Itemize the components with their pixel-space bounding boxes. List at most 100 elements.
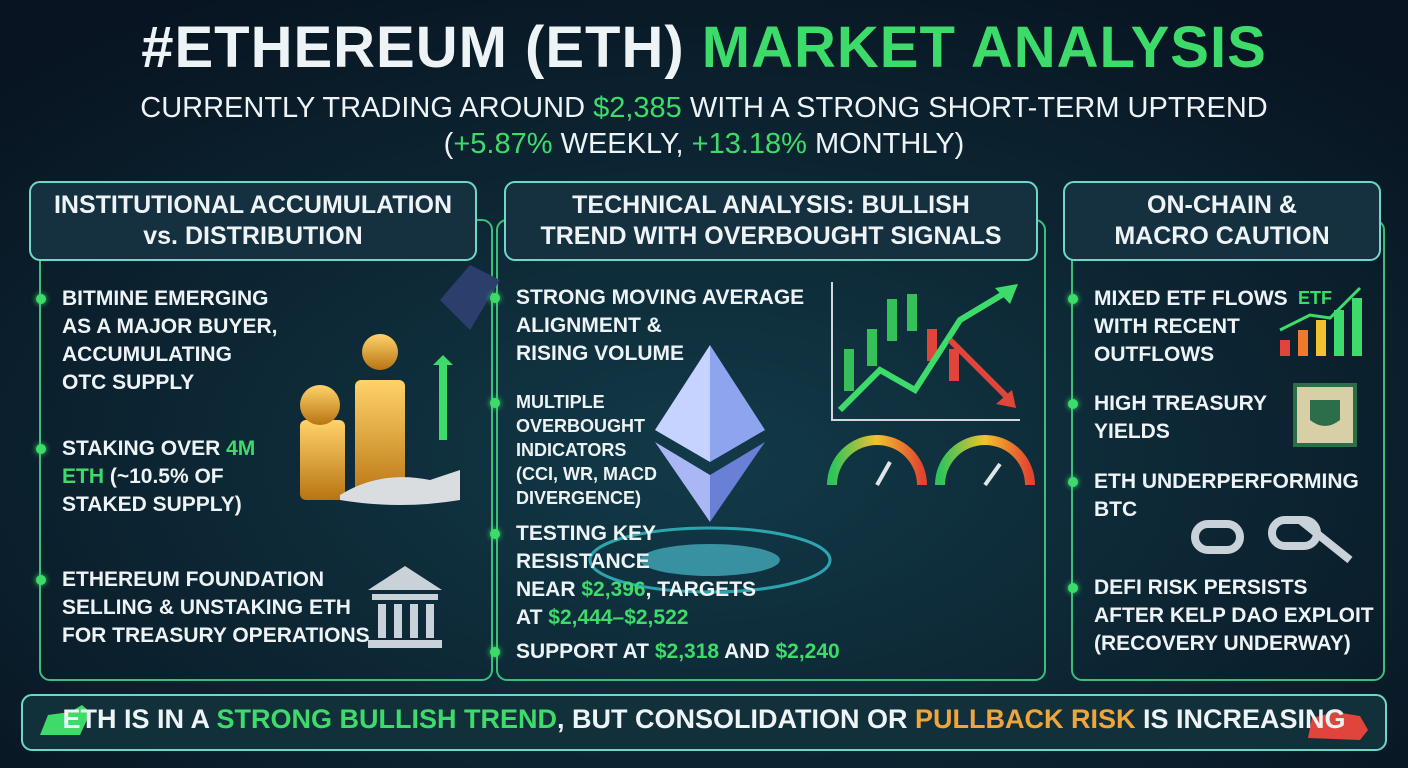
bank-icon <box>368 566 442 648</box>
etf-label: ETF <box>1298 288 1332 308</box>
text-run: #ETHEREUM (ETH) <box>141 15 702 80</box>
coins-icon <box>440 265 500 330</box>
bullet-item: SUPPORT AT $2,318 AND $2,240 <box>516 638 840 666</box>
bullet-line: (CCI, WR, MACD <box>516 464 657 484</box>
bullet-item: ETH UNDERPERFORMING BTC <box>1094 468 1359 524</box>
text-run: $2,385 <box>593 92 682 124</box>
bank-icon <box>394 604 402 638</box>
bullet-line: MIXED ETF FLOWS <box>1094 287 1288 310</box>
bullet-line: RESISTANCE <box>516 550 650 573</box>
panel-title-boxes <box>1063 181 1381 261</box>
broken-chain-icon <box>1191 520 1244 554</box>
candlestick-icon <box>844 349 854 391</box>
treasury-icon <box>1293 383 1357 447</box>
bullet-line: MULTIPLE <box>516 392 605 412</box>
bullet-line: STAKING OVER 4M <box>62 435 255 463</box>
panel-title-line: TECHNICAL ANALYSIS: BULLISH <box>572 191 970 219</box>
gauges <box>875 461 892 486</box>
eth-logo <box>588 345 832 594</box>
bullet-line: NEAR $2,396, TARGETS <box>516 576 756 604</box>
panel-title-boxes <box>29 181 477 261</box>
text-run: +5.87% <box>453 128 553 160</box>
panel-title-boxes <box>504 181 1038 261</box>
eth-logo <box>710 345 765 462</box>
bear-icon <box>1308 712 1368 740</box>
bullet-item: MULTIPLE OVERBOUGHT INDICATORS (CCI, WR, MA… <box>516 390 657 510</box>
bullet-dot <box>490 529 500 539</box>
text-run: MONTHLY) <box>806 128 965 160</box>
gauges <box>827 435 927 486</box>
coins-icon <box>433 355 453 440</box>
text-run: IS INCREASING <box>1135 704 1346 734</box>
bullet-line: DIVERGENCE) <box>516 488 642 508</box>
bullet-line: YIELDS <box>1094 420 1170 443</box>
text-run: $2,240 <box>775 640 840 663</box>
etf-bars-icon <box>1280 340 1290 356</box>
bullet-line: BTC <box>1094 498 1138 521</box>
bullet-line: ETH UNDERPERFORMING <box>1094 470 1359 493</box>
text-run: , BUT CONSOLIDATION OR <box>556 704 915 734</box>
bullet-item: TESTING KEY RESISTANCE NEAR $2,396, TARGET… <box>516 520 756 632</box>
coins-icon <box>362 334 398 370</box>
bullet-line: AFTER KELP DAO EXPLOIT <box>1094 604 1374 627</box>
bullet-line: SELLING & UNSTAKING ETH <box>62 596 351 619</box>
coins-icon <box>300 420 345 500</box>
title: #ETHEREUM (ETH) MARKET ANALYSIS <box>0 14 1408 81</box>
bullet-line: ALIGNMENT & <box>516 314 662 337</box>
bullet-item: BITMINE EMERGING AS A MAJOR BUYER, ACCUMUL… <box>62 285 277 397</box>
eth-logo <box>655 345 710 462</box>
text-run: NEAR <box>516 578 582 601</box>
text-run: CURRENTLY TRADING AROUND <box>140 92 594 124</box>
panel-title: TECHNICAL ANALYSIS: BULLISH TREND WITH OV… <box>505 190 1037 252</box>
text-run: +13.18% <box>691 128 807 160</box>
bullet-item: STAKING OVER 4M ETH (~10.5% OF STAKED SUPP… <box>62 435 255 519</box>
bullet-dot <box>1068 294 1078 304</box>
broken-chain-icon <box>1191 516 1353 564</box>
text-run: MARKET ANALYSIS <box>701 15 1267 80</box>
bullet-line: AS A MAJOR BUYER, <box>62 315 278 338</box>
candlestick-icon <box>996 390 1016 408</box>
etf-bars-icon <box>1279 286 1362 356</box>
panel-title-line: INSTITUTIONAL ACCUMULATION <box>53 191 453 219</box>
panel-title: ON-CHAIN & MACRO CAUTION <box>1064 190 1380 252</box>
treasury-icon <box>1310 400 1340 426</box>
panel-title-line: MACRO CAUTION <box>1114 222 1330 250</box>
candlestick-icon <box>844 294 917 391</box>
bullet-dot <box>490 293 500 303</box>
bullet-line: ACCUMULATING <box>62 343 232 366</box>
text-run: WEEKLY, <box>552 128 692 160</box>
bullet-line: FOR TREASURY OPERATIONS <box>62 624 370 647</box>
bullet-line: ETHEREUM FOUNDATION <box>62 568 325 591</box>
bank-icon <box>378 604 386 638</box>
etf-bars-icon <box>1352 298 1362 356</box>
candlestick-icon <box>907 294 917 331</box>
bullet-line: STAKED SUPPLY) <box>62 493 242 516</box>
bullet-dot <box>1068 583 1078 593</box>
bullet-line: BITMINE EMERGING <box>62 287 269 310</box>
gauges <box>827 435 1035 487</box>
bank-icon <box>368 566 442 590</box>
footer-text: ETH IS IN A STRONG BULLISH TREND, BUT CO… <box>22 704 1386 735</box>
bank-icon <box>410 604 418 638</box>
panel-title-line: ON-CHAIN & <box>1147 191 1297 219</box>
text-run: PULLBACK RISK <box>914 704 1136 734</box>
bullet-line: AT $2,444–$2,522 <box>516 604 756 632</box>
text-run: $2,444–$2,522 <box>548 606 689 629</box>
candlestick-icon <box>887 299 897 341</box>
bull-icon <box>40 705 90 735</box>
eth-logo <box>640 544 780 576</box>
eth-logo <box>655 442 710 522</box>
bullet-item: ETHEREUM FOUNDATION SELLING & UNSTAKING E… <box>62 566 370 650</box>
bullet-line: INDICATORS <box>516 440 627 460</box>
coins-icon <box>300 265 500 505</box>
bullet-dot <box>36 444 46 454</box>
coins-icon <box>340 470 460 505</box>
bullet-item: HIGH TREASURY YIELDS <box>1094 390 1267 446</box>
text-run: 4M <box>226 437 256 460</box>
panel-title-line: TREND WITH OVERBOUGHT SIGNALS <box>540 222 1002 250</box>
candlestick-icon <box>831 282 1020 421</box>
eth-logo <box>588 526 832 594</box>
